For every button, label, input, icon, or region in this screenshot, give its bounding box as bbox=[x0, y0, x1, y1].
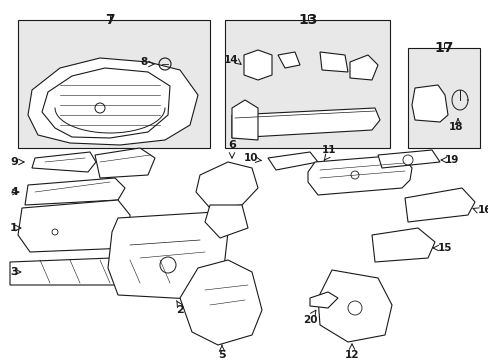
Text: 1: 1 bbox=[10, 223, 18, 233]
Polygon shape bbox=[278, 52, 299, 68]
Polygon shape bbox=[231, 108, 379, 138]
Polygon shape bbox=[377, 150, 439, 168]
Text: 3: 3 bbox=[10, 267, 18, 277]
Text: 14: 14 bbox=[223, 55, 238, 65]
Text: 6: 6 bbox=[227, 140, 235, 150]
Bar bbox=[18, 20, 209, 148]
Text: 16: 16 bbox=[477, 205, 488, 215]
Text: 8: 8 bbox=[141, 57, 148, 67]
Text: 4: 4 bbox=[10, 187, 18, 197]
Text: 9: 9 bbox=[10, 157, 18, 167]
Text: 20: 20 bbox=[302, 315, 317, 325]
Polygon shape bbox=[371, 228, 434, 262]
Text: 7: 7 bbox=[105, 13, 115, 27]
Polygon shape bbox=[317, 270, 391, 342]
Polygon shape bbox=[267, 152, 317, 170]
Polygon shape bbox=[25, 178, 125, 205]
Polygon shape bbox=[204, 205, 247, 238]
Polygon shape bbox=[28, 58, 198, 145]
Polygon shape bbox=[196, 162, 258, 208]
Bar bbox=[224, 20, 389, 148]
Polygon shape bbox=[95, 148, 155, 178]
Polygon shape bbox=[108, 212, 227, 300]
Text: 10: 10 bbox=[243, 153, 258, 163]
Polygon shape bbox=[42, 68, 170, 138]
Polygon shape bbox=[18, 200, 130, 252]
Polygon shape bbox=[404, 188, 474, 222]
Polygon shape bbox=[307, 155, 411, 195]
Text: 2: 2 bbox=[176, 305, 183, 315]
Polygon shape bbox=[10, 255, 200, 285]
Text: 5: 5 bbox=[218, 350, 225, 360]
Polygon shape bbox=[349, 55, 377, 80]
Text: 17: 17 bbox=[433, 41, 453, 55]
Text: 15: 15 bbox=[437, 243, 451, 253]
Text: 19: 19 bbox=[444, 155, 458, 165]
Polygon shape bbox=[411, 85, 447, 122]
Polygon shape bbox=[319, 52, 347, 72]
Polygon shape bbox=[32, 152, 96, 172]
Text: 12: 12 bbox=[344, 350, 359, 360]
Bar bbox=[407, 48, 479, 148]
Polygon shape bbox=[231, 100, 258, 140]
Polygon shape bbox=[244, 50, 271, 80]
Text: 18: 18 bbox=[448, 122, 462, 132]
Text: 13: 13 bbox=[298, 13, 317, 27]
Text: 11: 11 bbox=[321, 145, 336, 155]
Polygon shape bbox=[180, 260, 262, 345]
Polygon shape bbox=[309, 292, 337, 308]
